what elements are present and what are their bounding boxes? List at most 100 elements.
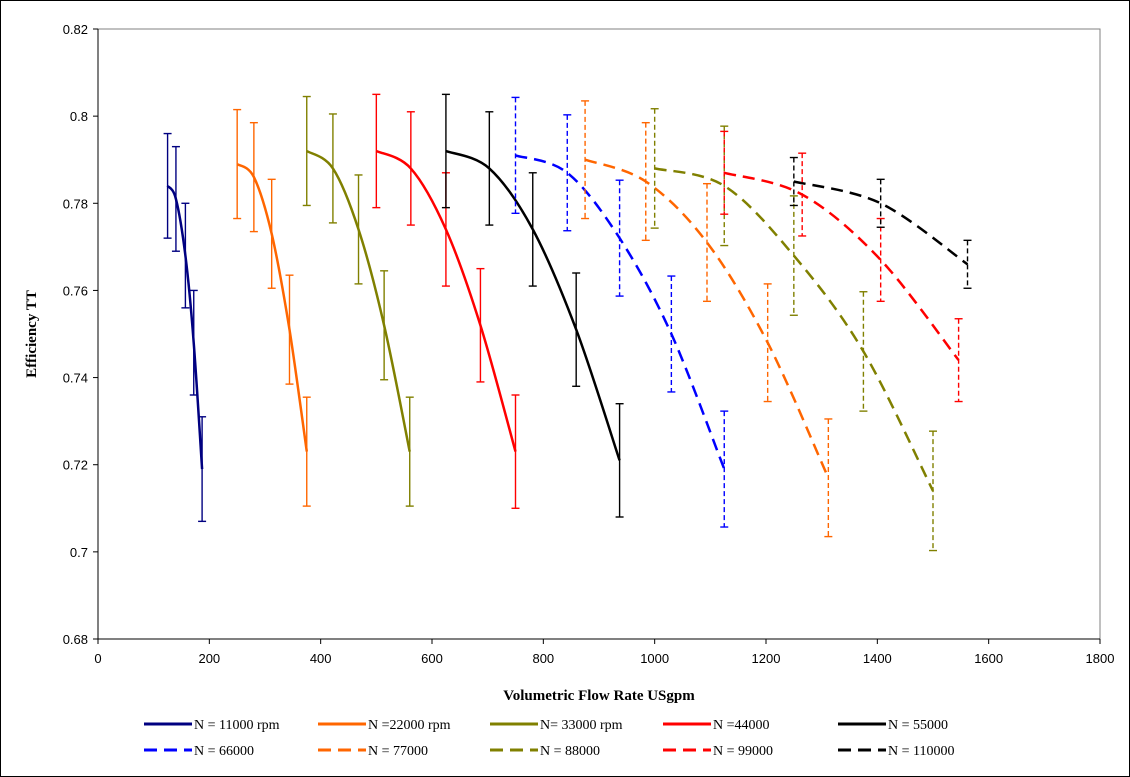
error-bar bbox=[189, 289, 198, 396]
x-tick-label: 1800 bbox=[1086, 651, 1115, 666]
series-line-2 bbox=[236, 163, 309, 452]
legend-label: N = 77000 bbox=[368, 744, 428, 759]
series-line-5 bbox=[445, 149, 621, 461]
error-bar bbox=[763, 283, 772, 403]
legend-item: N = 55000 bbox=[838, 718, 948, 733]
error-bar bbox=[406, 111, 415, 226]
legend-label: N = 66000 bbox=[194, 744, 254, 759]
error-bars bbox=[163, 93, 972, 552]
y-tick-label: 0.8 bbox=[70, 109, 88, 124]
series-line-6 bbox=[515, 154, 726, 470]
y-tick-label: 0.76 bbox=[63, 283, 88, 298]
legend-label: N = 110000 bbox=[888, 744, 955, 759]
series-layer bbox=[166, 149, 969, 492]
x-tick-label: 1600 bbox=[974, 651, 1003, 666]
error-bar bbox=[328, 113, 337, 224]
error-bar bbox=[963, 239, 972, 289]
series-line-8 bbox=[654, 167, 935, 492]
error-bar bbox=[302, 396, 311, 507]
error-bar bbox=[405, 396, 414, 507]
series-line-10 bbox=[793, 180, 969, 266]
error-bar bbox=[954, 318, 963, 403]
error-bar bbox=[789, 156, 798, 207]
y-tick-label: 0.7 bbox=[70, 545, 88, 560]
legend-label: N =22000 rpm bbox=[368, 718, 451, 733]
error-bar bbox=[798, 152, 807, 237]
error-bar bbox=[285, 274, 294, 385]
error-bar bbox=[198, 416, 207, 523]
error-bar bbox=[824, 418, 833, 538]
error-bar bbox=[476, 267, 485, 383]
error-bar bbox=[650, 108, 659, 229]
error-bar bbox=[511, 394, 520, 509]
x-tick-label: 1400 bbox=[863, 651, 892, 666]
x-tick-label: 1200 bbox=[752, 651, 781, 666]
legend-label: N= 33000 rpm bbox=[540, 718, 623, 733]
axes: 0 200 400 600 800 1000 1200 1400 1600 1800 0.68 0.7… bbox=[63, 22, 1115, 666]
legend-label: N = 55000 bbox=[888, 718, 948, 733]
x-tick-label: 1000 bbox=[640, 651, 669, 666]
error-bar bbox=[720, 410, 729, 528]
error-bar bbox=[929, 430, 937, 552]
y-tick-label: 0.74 bbox=[63, 371, 88, 386]
error-bar bbox=[528, 172, 537, 287]
x-axis-title: Volumetric Flow Rate USgpm bbox=[503, 688, 695, 704]
error-bar bbox=[441, 93, 450, 209]
error-bar bbox=[581, 100, 590, 220]
error-bar bbox=[380, 270, 389, 381]
error-bar bbox=[859, 291, 868, 412]
legend-item: N = 88000 bbox=[490, 744, 600, 759]
error-bar bbox=[720, 130, 729, 215]
error-bar bbox=[876, 178, 885, 228]
y-tick-label: 0.78 bbox=[63, 196, 88, 211]
error-bar bbox=[702, 182, 711, 303]
y-tick-label: 0.72 bbox=[63, 458, 88, 473]
plot-area bbox=[97, 28, 1101, 640]
error-bar bbox=[267, 178, 276, 289]
error-bar bbox=[372, 93, 381, 209]
error-bar bbox=[667, 275, 676, 393]
error-bar bbox=[563, 114, 572, 232]
series-line-4 bbox=[375, 149, 517, 452]
legend: N = 11000 rpm N =22000 rpm N= 33000 rpm N =… bbox=[144, 718, 955, 759]
legend-item: N = 11000 rpm bbox=[144, 718, 280, 733]
error-bar bbox=[615, 179, 624, 297]
x-tick-label: 600 bbox=[421, 651, 443, 666]
legend-label: N =44000 bbox=[713, 718, 770, 733]
legend-item: N= 33000 rpm bbox=[490, 718, 623, 733]
x-tick-label: 0 bbox=[94, 651, 101, 666]
x-tick-label: 200 bbox=[198, 651, 220, 666]
legend-item: N = 66000 bbox=[144, 744, 254, 759]
legend-label: N = 88000 bbox=[540, 744, 600, 759]
error-bar bbox=[354, 174, 363, 285]
error-bar bbox=[720, 125, 729, 247]
error-bar bbox=[641, 121, 650, 242]
legend-item: N = 110000 bbox=[838, 744, 955, 759]
error-bar bbox=[485, 111, 494, 226]
series-line-9 bbox=[723, 171, 960, 361]
x-tick-label: 400 bbox=[310, 651, 332, 666]
y-tick-label: 0.68 bbox=[63, 632, 88, 647]
legend-item: N = 77000 bbox=[318, 744, 428, 759]
legend-item: N =22000 rpm bbox=[318, 718, 451, 733]
error-bar bbox=[615, 403, 624, 518]
y-axis-title: Efficiency TT bbox=[24, 290, 40, 378]
error-bar bbox=[876, 217, 885, 303]
error-bar bbox=[302, 95, 311, 207]
error-bar bbox=[789, 195, 798, 316]
legend-item: N =44000 bbox=[663, 718, 770, 733]
legend-label: N = 11000 rpm bbox=[194, 718, 280, 733]
legend-label: N = 99000 bbox=[713, 744, 773, 759]
error-bar bbox=[181, 202, 190, 309]
error-bar bbox=[572, 272, 581, 387]
y-tick-label: 0.82 bbox=[63, 22, 88, 37]
x-tick-label: 800 bbox=[532, 651, 554, 666]
series-line-3 bbox=[306, 149, 411, 452]
error-bar bbox=[171, 145, 180, 252]
error-bar bbox=[511, 96, 520, 215]
error-bar bbox=[233, 108, 242, 220]
legend-item: N = 99000 bbox=[663, 744, 773, 759]
error-bar bbox=[163, 132, 172, 239]
series-line-1 bbox=[166, 185, 204, 470]
